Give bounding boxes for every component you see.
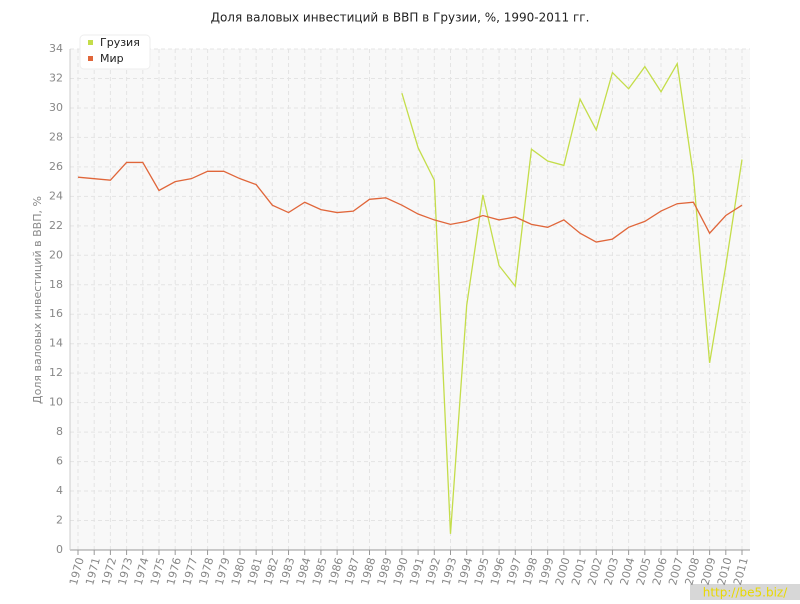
- legend-swatch: [88, 56, 93, 61]
- y-tick-label: 28: [49, 130, 63, 143]
- y-tick-label: 6: [56, 455, 63, 468]
- y-axis-label: Доля валовых инвестиций в ВВП, %: [31, 196, 44, 404]
- legend-label: Мир: [100, 52, 124, 65]
- y-tick-label: 22: [49, 219, 63, 232]
- y-tick-label: 10: [49, 396, 63, 409]
- y-tick-label: 4: [56, 484, 63, 497]
- y-tick-label: 2: [56, 514, 63, 527]
- y-tick-label: 26: [49, 160, 63, 173]
- chart-title: Доля валовых инвестиций в ВВП в Грузии, …: [211, 11, 590, 25]
- y-tick-label: 16: [49, 307, 63, 320]
- plot-area: [70, 49, 750, 550]
- y-tick-label: 24: [49, 189, 63, 202]
- y-tick-label: 32: [49, 71, 63, 84]
- series-line: [401, 61, 743, 534]
- y-tick-label: 0: [56, 543, 63, 556]
- y-tick-label: 20: [49, 248, 63, 261]
- watermark: http://be5.biz/: [703, 586, 788, 600]
- series-line: [77, 161, 743, 243]
- y-tick-label: 12: [49, 366, 63, 379]
- watermark-box: [690, 584, 800, 600]
- y-tick-label: 8: [56, 425, 63, 438]
- y-tick-label: 18: [49, 278, 63, 291]
- y-tick-label: 30: [49, 101, 63, 114]
- legend-swatch: [88, 40, 93, 45]
- legend-label: Грузия: [100, 36, 140, 49]
- legend-box: [79, 34, 151, 70]
- y-tick-label: 14: [49, 337, 63, 350]
- y-tick-label: 34: [49, 42, 63, 55]
